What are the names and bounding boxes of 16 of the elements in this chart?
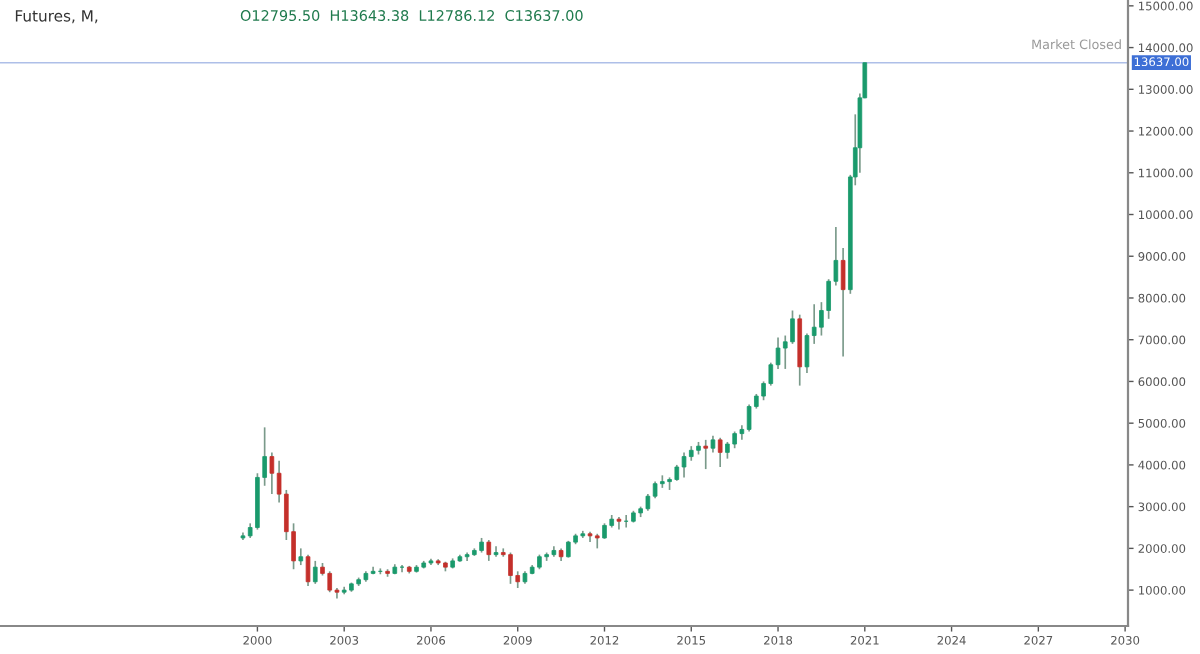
candlestick xyxy=(269,451,275,495)
candlestick xyxy=(312,560,318,585)
candlestick xyxy=(804,332,810,374)
candlestick xyxy=(703,439,709,470)
candlestick xyxy=(790,309,795,345)
candlestick xyxy=(746,403,752,433)
candlestick xyxy=(797,313,803,387)
candlestick xyxy=(508,551,513,585)
candlestick xyxy=(493,545,499,558)
candlestick xyxy=(840,247,846,358)
candlestick xyxy=(486,539,492,562)
candlestick xyxy=(681,451,687,479)
candlestick xyxy=(717,436,723,468)
candlestick xyxy=(305,553,311,587)
candlestick xyxy=(616,516,622,531)
candlestick xyxy=(327,570,333,594)
